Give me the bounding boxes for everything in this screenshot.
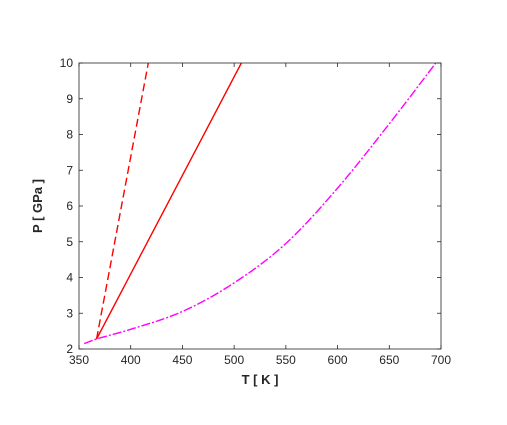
series-line-2 xyxy=(95,62,242,340)
y-tick-label: 9 xyxy=(66,92,73,106)
y-tick-label: 7 xyxy=(66,163,73,177)
plot-area xyxy=(79,63,441,349)
x-tick-label: 400 xyxy=(121,353,141,367)
series-layer xyxy=(83,62,437,345)
x-tick-label: 600 xyxy=(328,353,348,367)
y-tick-label: 8 xyxy=(66,128,73,142)
y-tick-label: 10 xyxy=(60,56,74,70)
x-tick-label: 550 xyxy=(276,353,296,367)
y-tick-label: 5 xyxy=(66,235,73,249)
x-tick-label: 500 xyxy=(224,353,244,367)
x-tick-label: 450 xyxy=(172,353,192,367)
x-tick-label: 350 xyxy=(69,353,89,367)
y-tick-label: 3 xyxy=(66,306,73,320)
y-axis-title: P [ GPa ] xyxy=(30,179,45,233)
x-tick-label: 700 xyxy=(431,353,451,367)
series-line-1 xyxy=(95,62,149,340)
x-tick-label: 650 xyxy=(379,353,399,367)
y-tick-label: 2 xyxy=(66,342,73,356)
axes-layer: 350 400 450 500 550 600 650 700 2 3 4 5 6 7 8 9 10 xyxy=(60,56,452,367)
x-axis-title: T [ K ] xyxy=(242,372,279,387)
series-line-3 xyxy=(83,62,437,345)
y-tick-label: 6 xyxy=(66,199,73,213)
y-tick-label: 4 xyxy=(66,271,73,285)
